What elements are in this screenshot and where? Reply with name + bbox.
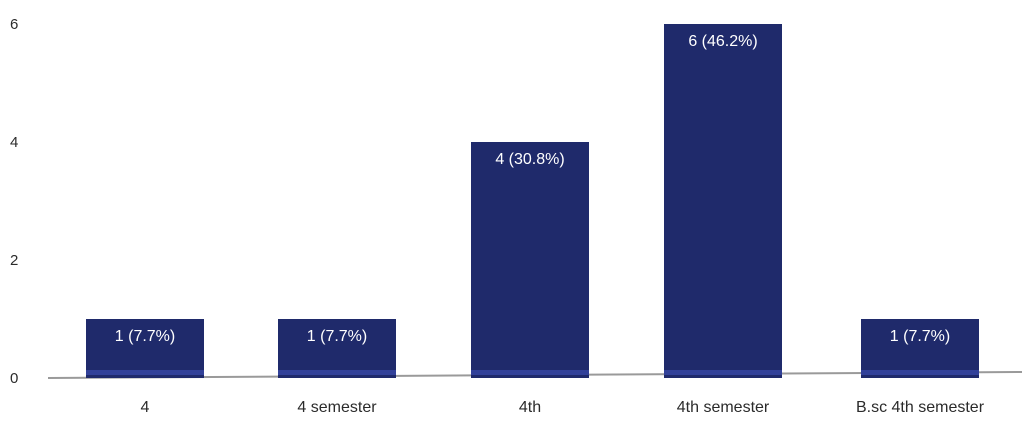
x-category-label: 4 (141, 399, 150, 416)
x-category-label: 4th (519, 399, 541, 416)
x-category-label: 4th semester (677, 399, 770, 416)
bar-data-label: 1 (7.7%) (890, 328, 950, 345)
y-tick-label: 6 (10, 16, 18, 33)
y-tick-label: 2 (10, 252, 18, 269)
bar (861, 319, 979, 378)
x-category-label: 4 semester (297, 399, 377, 416)
bar (278, 319, 396, 378)
y-tick-label: 4 (10, 134, 18, 151)
bar-base-highlight (664, 370, 782, 375)
y-tick-label: 0 (10, 370, 18, 387)
bar-data-label: 6 (46.2%) (688, 33, 757, 50)
bars-layer (86, 24, 979, 378)
x-category-label: B.sc 4th semester (856, 399, 985, 416)
bar-base-highlight (861, 370, 979, 375)
bar-data-label: 1 (7.7%) (307, 328, 367, 345)
bar (471, 142, 589, 378)
bar (664, 24, 782, 378)
bar (86, 319, 204, 378)
labels-layer: 0 2 4 6 1 (7.7%) 4 1 (7.7%) 4 semester 4 (30.8%)… (10, 16, 985, 416)
bar-data-label: 1 (7.7%) (115, 328, 175, 345)
bar-base-highlight (86, 370, 204, 375)
bar-data-label: 4 (30.8%) (495, 151, 564, 168)
bar-base-highlight (278, 370, 396, 375)
bar-base-highlight (471, 370, 589, 375)
